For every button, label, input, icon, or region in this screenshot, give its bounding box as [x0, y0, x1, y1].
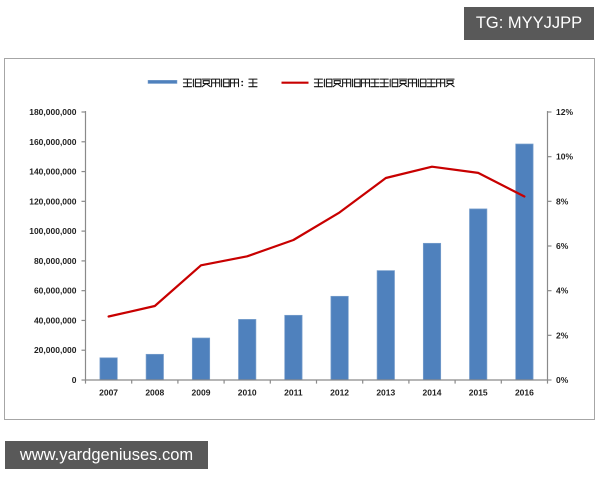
- svg-text:180,000,000: 180,000,000: [29, 107, 77, 117]
- svg-text:4%: 4%: [556, 286, 569, 296]
- svg-text:2008: 2008: [145, 388, 164, 398]
- svg-text:2015: 2015: [469, 388, 488, 398]
- svg-text:6%: 6%: [556, 241, 569, 251]
- svg-text:12%: 12%: [556, 107, 573, 117]
- svg-text:160,000,000: 160,000,000: [29, 137, 77, 147]
- svg-text:8%: 8%: [556, 196, 569, 206]
- svg-text:2016: 2016: [515, 388, 534, 398]
- svg-text:2012: 2012: [330, 388, 349, 398]
- svg-text:0%: 0%: [556, 375, 569, 385]
- svg-text:120,000,000: 120,000,000: [29, 196, 77, 206]
- svg-text:2%: 2%: [556, 330, 569, 340]
- svg-text:2010: 2010: [238, 388, 257, 398]
- svg-text:80,000,000: 80,000,000: [34, 256, 77, 266]
- svg-text:2013: 2013: [376, 388, 395, 398]
- svg-text:0: 0: [72, 375, 77, 385]
- svg-text:40,000,000: 40,000,000: [34, 315, 77, 325]
- svg-text:2011: 2011: [284, 388, 303, 398]
- svg-text:20,000,000: 20,000,000: [34, 345, 77, 355]
- svg-text:2007: 2007: [99, 388, 118, 398]
- svg-text:100,000,000: 100,000,000: [29, 226, 77, 236]
- svg-text:2014: 2014: [423, 388, 442, 398]
- svg-text:2009: 2009: [192, 388, 211, 398]
- svg-text:140,000,000: 140,000,000: [29, 167, 77, 177]
- svg-text:60,000,000: 60,000,000: [34, 286, 77, 296]
- svg-text:10%: 10%: [556, 152, 573, 162]
